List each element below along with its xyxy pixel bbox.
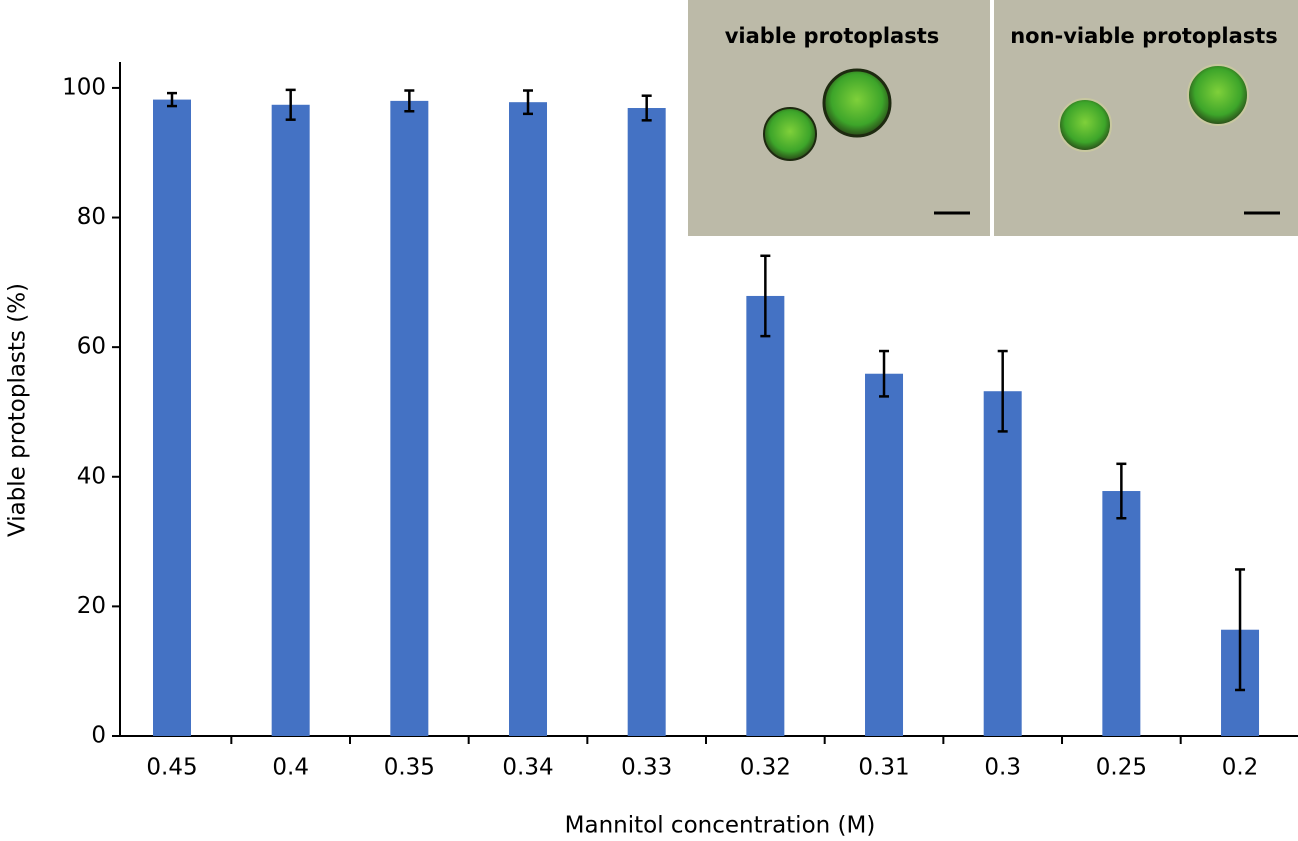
y-tick-label: 100 — [62, 74, 106, 100]
y-tick-label: 0 — [91, 723, 106, 749]
inset-photos: viable protoplasts non-viable protoplast… — [688, 0, 1298, 236]
inset-label: viable protoplasts — [725, 24, 940, 48]
y-axis-label: Viable protoplasts (%) — [5, 283, 31, 537]
bar — [509, 102, 548, 736]
cell — [1058, 98, 1112, 152]
x-tick-label: 0.25 — [1096, 755, 1147, 781]
cell — [763, 107, 817, 161]
y-tick-label: 80 — [77, 204, 106, 230]
bar — [865, 373, 904, 736]
x-tick-label: 0.45 — [146, 755, 197, 781]
bar — [746, 295, 785, 736]
bar — [1102, 491, 1141, 736]
error-bar — [523, 89, 534, 116]
y-tick-label: 40 — [77, 463, 106, 489]
bar — [390, 100, 429, 736]
x-tick-label: 0.34 — [502, 755, 553, 781]
bar — [153, 99, 191, 737]
bar — [271, 104, 310, 737]
error-bar — [1116, 462, 1127, 520]
error-bar — [997, 349, 1008, 433]
x-axis-label: Mannitol concentration (M) — [565, 813, 876, 839]
cell — [822, 68, 892, 138]
x-tick-label: 0.35 — [384, 755, 435, 781]
x-tick-label: 0.33 — [621, 755, 672, 781]
x-tick-label: 0.2 — [1222, 755, 1259, 781]
error-bar — [167, 91, 177, 108]
error-bar — [285, 88, 296, 121]
error-bar — [760, 254, 771, 338]
x-tick-label: 0.3 — [984, 755, 1021, 781]
bar — [983, 391, 1022, 736]
y-tick-label: 20 — [77, 593, 106, 619]
y-tick-label: 60 — [77, 334, 106, 360]
bar — [627, 108, 666, 737]
error-bar — [404, 89, 415, 113]
inset-label: non-viable protoplasts — [1010, 24, 1278, 48]
error-bar — [641, 94, 652, 122]
x-tick-label: 0.31 — [858, 755, 909, 781]
x-tick-label: 0.32 — [740, 755, 791, 781]
cell — [1187, 64, 1249, 126]
error-bar — [879, 349, 890, 398]
photo-non-viable — [994, 0, 1298, 236]
error-bar — [1235, 568, 1246, 692]
x-tick-label: 0.4 — [272, 755, 309, 781]
